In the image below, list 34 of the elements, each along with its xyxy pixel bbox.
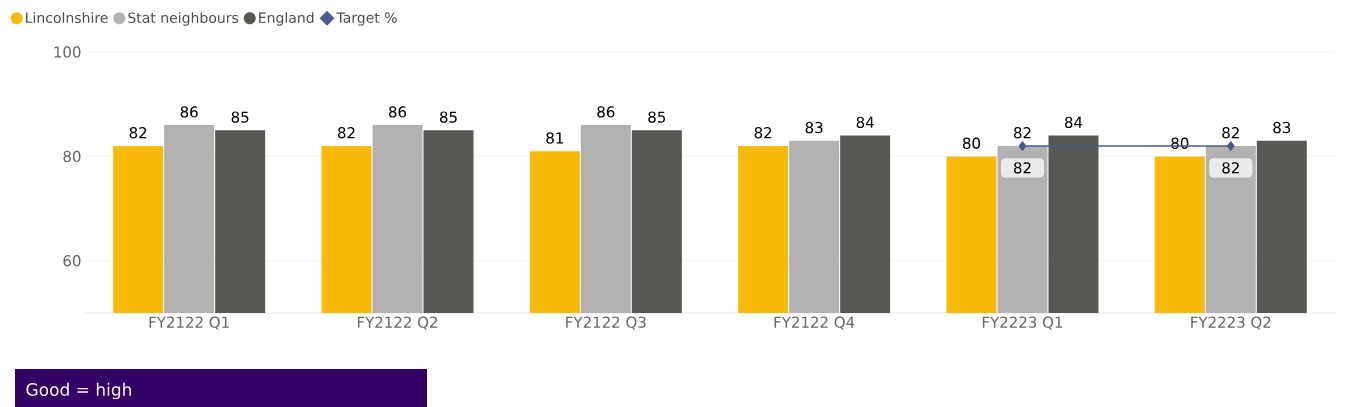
x-tick-label: FY2122 Q3: [566, 316, 646, 330]
data-label: 85: [439, 111, 457, 123]
data-label: 82: [1222, 127, 1239, 139]
data-label: 84: [1064, 116, 1083, 128]
data-label: 81: [546, 132, 563, 144]
x-tick-label: FY2122 Q1: [149, 316, 229, 330]
x-tick-label: FY2223 Q2: [1191, 316, 1271, 330]
data-label: 83: [805, 121, 823, 134]
legend-label: England: [259, 12, 314, 26]
x-tick-label: FY2122 Q4: [774, 316, 855, 330]
data-label: 82: [129, 127, 147, 139]
data-label: 82: [1013, 127, 1031, 139]
y-tick-label: 60: [63, 255, 81, 267]
data-label: 86: [388, 106, 407, 118]
data-label: 82: [754, 127, 772, 139]
legend-label: Stat neighbours: [128, 12, 239, 26]
data-label: 86: [180, 106, 198, 118]
y-tick-label: 80: [63, 150, 81, 163]
data-label: 82: [1013, 162, 1031, 174]
x-tick-label: FY2223 Q1: [982, 316, 1063, 330]
data-label: 85: [231, 111, 249, 123]
x-tick-label: FY2122 Q2: [357, 316, 438, 330]
legend-label: Lincolnshire: [26, 12, 108, 24]
data-label: 83: [1273, 121, 1291, 134]
data-label: 80: [1171, 137, 1189, 149]
data-label: 82: [1222, 162, 1239, 174]
text: Good = high: [26, 382, 131, 400]
data-label: 82: [337, 127, 355, 139]
data-label: 86: [597, 106, 615, 118]
legend-label: Target %: [336, 12, 397, 26]
data-label: 80: [962, 137, 981, 149]
data-label: 84: [856, 116, 874, 128]
data-label: 85: [648, 111, 666, 123]
y-tick-label: 100: [54, 46, 81, 58]
